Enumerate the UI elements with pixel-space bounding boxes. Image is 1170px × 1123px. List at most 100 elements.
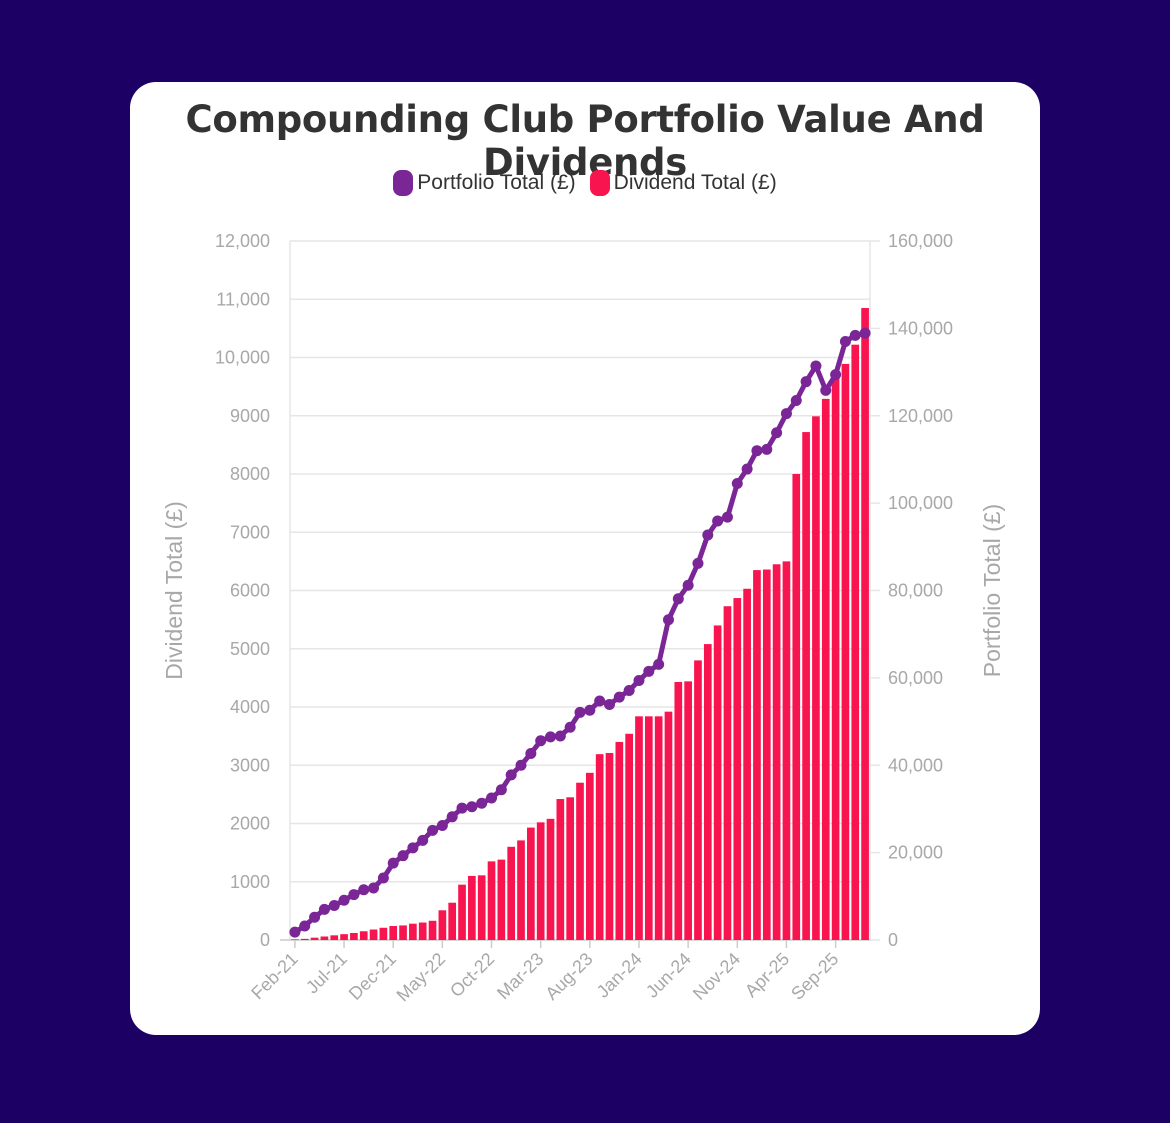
portfolio-point [299, 920, 311, 932]
portfolio-point [535, 735, 547, 747]
chart-title: Compounding Club Portfolio Value And Div… [185, 98, 985, 184]
portfolio-point [859, 327, 871, 339]
portfolio-point [446, 811, 458, 823]
portfolio-point [830, 369, 842, 381]
portfolio-point [643, 665, 655, 677]
y-right-tick-label: 40,000 [888, 755, 943, 775]
portfolio-point [672, 593, 684, 605]
portfolio-point [545, 731, 557, 743]
dividend-bar [585, 772, 594, 940]
y-left-tick-label: 9000 [230, 406, 270, 426]
portfolio-point [662, 614, 674, 626]
dividend-bar [841, 363, 850, 941]
y-left-tick-label: 11,000 [216, 289, 270, 309]
y-right-tick-label: 20,000 [888, 843, 943, 863]
dividend-bar [812, 416, 820, 940]
portfolio-point [397, 850, 409, 862]
portfolio-point [407, 842, 419, 854]
dividend-bar [527, 827, 535, 940]
chart-card: Compounding Club Portfolio Value And Div… [130, 82, 1040, 1035]
dividend-bar [428, 920, 437, 940]
x-tick-label: Jan-24 [593, 949, 646, 1002]
portfolio-point [633, 674, 645, 686]
y-left-tick-label: 12,000 [215, 231, 270, 251]
portfolio-point [839, 335, 851, 347]
portfolio-point [348, 889, 360, 901]
x-tick-label: Sep-25 [787, 949, 842, 1004]
dividend-bar [468, 875, 476, 940]
portfolio-point [653, 658, 665, 670]
dividend-bar [851, 344, 860, 940]
y-left-tick-label: 8000 [230, 464, 270, 484]
portfolio-point [495, 784, 507, 796]
x-tick-label: Aug-23 [541, 949, 596, 1004]
portfolio-point [358, 884, 370, 896]
y-right-tick-label: 80,000 [888, 581, 943, 601]
y-right-tick-label: 120,000 [888, 406, 953, 426]
dividend-bar [330, 935, 339, 940]
portfolio-point [800, 376, 812, 388]
portfolio-point [318, 903, 330, 915]
dividend-bar [762, 569, 771, 940]
x-tick-label: Feb-21 [247, 949, 301, 1003]
dividend-bar [310, 937, 319, 940]
dividend-bar [595, 754, 604, 940]
portfolio-point [515, 759, 527, 771]
portfolio-point [574, 706, 586, 718]
portfolio-point [387, 857, 399, 869]
portfolio-point [309, 911, 321, 923]
dividend-bar [546, 818, 555, 940]
y-left-tick-label: 6000 [230, 581, 270, 601]
dividend-bar [684, 681, 692, 940]
dividend-bar [359, 931, 368, 940]
x-tick-label: Nov-24 [689, 949, 744, 1004]
portfolio-point [554, 730, 566, 742]
dividend-bar [635, 716, 643, 940]
dividend-bar [369, 929, 378, 940]
portfolio-point [613, 691, 625, 703]
dividend-bar [664, 711, 673, 940]
dividend-bar [753, 570, 761, 940]
legend-item-dividend[interactable]: Dividend Total (£) [589, 170, 777, 196]
dividend-bar [477, 875, 486, 940]
legend-label-dividend: Dividend Total (£) [613, 171, 777, 194]
x-tick-label: Oct-22 [446, 949, 498, 1001]
y-left-tick-label: 5000 [230, 639, 270, 659]
y-left-tick-label: 3000 [230, 755, 270, 775]
dividend-bar [507, 846, 516, 940]
x-tick-label: Jun-24 [642, 949, 695, 1002]
dividend-bar [802, 432, 810, 940]
y-right-tick-label: 60,000 [888, 668, 943, 688]
y-left-tick-label: 10,000 [215, 348, 270, 368]
dividend-bar [703, 644, 712, 940]
dividend-bar [389, 926, 398, 940]
portfolio-point [456, 802, 468, 814]
legend-item-portfolio[interactable]: Portfolio Total (£) [393, 170, 576, 196]
portfolio-point [780, 408, 792, 420]
dividend-bar [654, 716, 663, 940]
portfolio-point [810, 360, 822, 372]
portfolio-point [761, 443, 773, 455]
dividend-bar [438, 910, 447, 940]
portfolio-point [682, 579, 694, 591]
portfolio-point [692, 557, 704, 569]
portfolio-point [328, 899, 340, 911]
dividend-bar [723, 606, 732, 940]
portfolio-point [486, 792, 498, 804]
portfolio-point [771, 427, 783, 439]
portfolio-point [594, 695, 606, 707]
portfolio-point [289, 926, 301, 938]
dividend-bar [497, 859, 506, 940]
x-tick-label: Dec-21 [345, 949, 400, 1004]
y-right-tick-label: 100,000 [888, 493, 953, 513]
dividend-bar [350, 933, 358, 940]
portfolio-point [368, 882, 380, 894]
x-tick-label: Apr-25 [741, 949, 793, 1001]
portfolio-point [417, 834, 429, 846]
portfolio-point [584, 704, 596, 716]
dividend-bar [831, 374, 840, 941]
dividend-bar [674, 681, 683, 940]
legend-swatch-portfolio [393, 170, 414, 196]
x-tick-label: Jul-21 [302, 949, 351, 998]
dividend-bar [291, 939, 299, 940]
